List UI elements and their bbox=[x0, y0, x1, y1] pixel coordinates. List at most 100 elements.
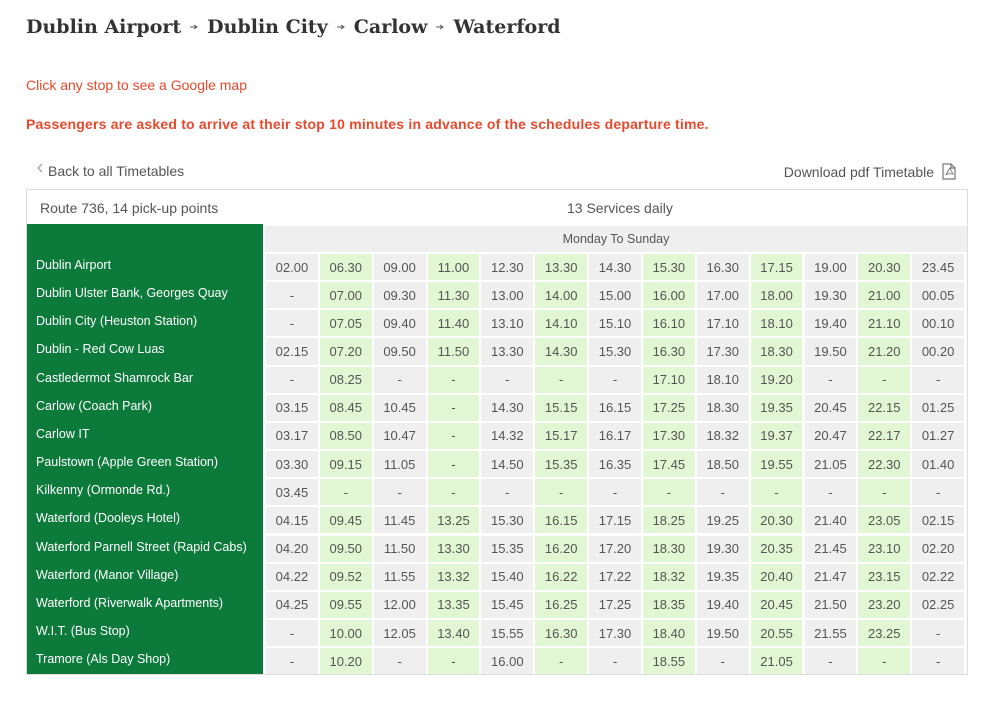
time-cell: 15.30 bbox=[589, 338, 641, 365]
arrow-icon bbox=[336, 24, 345, 30]
time-cell: 17.30 bbox=[642, 422, 695, 450]
stop-name[interactable]: Dublin Ulster Bank, Georges Quay bbox=[36, 286, 228, 301]
time-cell: - bbox=[696, 648, 749, 675]
time-cell: 11.00 bbox=[427, 254, 480, 281]
time-cell: 17.25 bbox=[589, 591, 641, 618]
time-cell: 15.15 bbox=[535, 394, 588, 421]
time-cell: 01.27 bbox=[912, 422, 965, 450]
time-cell: 03.45 bbox=[266, 479, 318, 506]
time-cell: - bbox=[589, 366, 641, 393]
time-cell: - bbox=[427, 648, 480, 675]
time-cell: 00.20 bbox=[912, 338, 965, 365]
time-cell: 18.10 bbox=[750, 310, 803, 337]
time-cell: 07.00 bbox=[319, 282, 372, 309]
time-cell: 16.15 bbox=[589, 394, 641, 421]
stop-name[interactable]: Kilkenny (Ormonde Rd.) bbox=[36, 483, 171, 498]
time-cell: 10.20 bbox=[319, 648, 372, 675]
stop-name[interactable]: Waterford (Dooleys Hotel) bbox=[36, 511, 181, 526]
time-cell: 19.20 bbox=[750, 366, 803, 393]
time-cell: - bbox=[535, 479, 588, 506]
time-cell: 21.20 bbox=[858, 338, 911, 365]
time-cell: 10.47 bbox=[373, 422, 426, 450]
time-cell: 06.30 bbox=[319, 254, 372, 281]
stop-name[interactable]: W.I.T. (Bus Stop) bbox=[36, 623, 130, 638]
time-cell: 17.25 bbox=[642, 394, 695, 421]
download-text[interactable]: Download pdf Timetable bbox=[783, 163, 934, 180]
time-cell: 09.45 bbox=[319, 507, 372, 534]
time-cell: 17.20 bbox=[589, 535, 641, 562]
time-cell: 14.50 bbox=[481, 451, 534, 478]
time-cell: 15.30 bbox=[481, 507, 534, 534]
time-cell: 13.10 bbox=[481, 310, 534, 337]
time-cell: 14.30 bbox=[589, 254, 641, 281]
time-cell: 11.50 bbox=[373, 535, 426, 562]
time-cell: 13.25 bbox=[427, 507, 480, 534]
title-stop: Carlow bbox=[353, 16, 428, 38]
time-cell: 18.30 bbox=[696, 394, 749, 421]
time-cell: 19.40 bbox=[696, 591, 749, 618]
notice: Passengers are asked to arrive at their … bbox=[26, 116, 709, 132]
time-cell: 11.55 bbox=[373, 563, 426, 590]
time-cell: 18.30 bbox=[750, 338, 803, 365]
time-cell: - bbox=[427, 422, 480, 450]
time-cell: 17.30 bbox=[696, 338, 749, 365]
stop-name[interactable]: Paulstown (Apple Green Station) bbox=[36, 455, 219, 470]
time-cell: - bbox=[912, 366, 965, 393]
time-cell: 21.05 bbox=[804, 451, 857, 478]
time-cell: 18.25 bbox=[642, 507, 695, 534]
stop-name[interactable]: Dublin - Red Cow Luas bbox=[36, 342, 165, 357]
time-cell: 02.15 bbox=[912, 507, 965, 534]
time-cell: 22.15 bbox=[858, 394, 911, 421]
time-cell: 01.40 bbox=[912, 451, 965, 478]
time-cell: 15.10 bbox=[589, 310, 641, 337]
back-text[interactable]: Back to all Timetables bbox=[48, 163, 185, 179]
back-link[interactable]: Back to all Timetables bbox=[36, 163, 184, 179]
stop-name[interactable]: Dublin City (Heuston Station) bbox=[36, 314, 198, 329]
time-cell: 17.10 bbox=[696, 310, 749, 337]
time-cell: 03.15 bbox=[266, 394, 318, 421]
time-cell: 17.15 bbox=[589, 507, 641, 534]
stop-name[interactable]: Tramore (Als Day Shop) bbox=[36, 652, 171, 667]
time-cell: 02.25 bbox=[912, 591, 965, 618]
time-cell: 07.05 bbox=[319, 310, 372, 337]
stop-name[interactable]: Carlow (Coach Park) bbox=[36, 398, 153, 413]
days-header: Monday To Sunday bbox=[265, 226, 967, 252]
time-cell: 19.30 bbox=[804, 282, 857, 309]
stop-name[interactable]: Castledermot Shamrock Bar bbox=[36, 370, 194, 385]
title-stop: Waterford bbox=[453, 16, 561, 38]
services-label: 13 Services daily bbox=[567, 200, 673, 216]
time-cell: - bbox=[750, 479, 803, 506]
time-cell: 12.30 bbox=[481, 254, 534, 281]
time-cell: 20.47 bbox=[804, 422, 857, 450]
time-cell: - bbox=[858, 479, 911, 506]
time-cell: 12.00 bbox=[373, 591, 426, 618]
stop-name[interactable]: Dublin Airport bbox=[36, 258, 112, 272]
stop-name[interactable]: Waterford (Manor Village) bbox=[36, 567, 179, 582]
time-cell: 17.10 bbox=[642, 366, 695, 393]
title-stop: Dublin Airport bbox=[26, 16, 182, 38]
time-cell: 13.35 bbox=[427, 591, 480, 618]
time-cell: 13.30 bbox=[481, 338, 534, 365]
time-cell: 03.30 bbox=[266, 451, 318, 478]
time-cell: 01.25 bbox=[912, 394, 965, 421]
time-cell: 09.55 bbox=[319, 591, 372, 618]
stop-name[interactable]: Waterford (Riverwalk Apartments) bbox=[36, 595, 224, 610]
time-cell: 02.20 bbox=[912, 535, 965, 562]
time-cell: - bbox=[481, 479, 534, 506]
download-link[interactable]: Download pdf Timetable bbox=[784, 163, 956, 180]
time-cell: - bbox=[427, 366, 480, 393]
stop-name[interactable]: Waterford Parnell Street (Rapid Cabs) bbox=[36, 539, 247, 554]
time-cell: 23.45 bbox=[912, 254, 965, 281]
days-label: Monday To Sunday bbox=[562, 232, 670, 246]
time-cell: 09.00 bbox=[373, 254, 426, 281]
time-cell: - bbox=[266, 619, 318, 647]
time-cell: 00.05 bbox=[912, 282, 965, 309]
time-cell: 14.00 bbox=[535, 282, 588, 309]
time-cell: 20.55 bbox=[750, 619, 803, 647]
stop-name[interactable]: Carlow IT bbox=[36, 426, 90, 441]
time-cell: 13.30 bbox=[535, 254, 588, 281]
time-cell: - bbox=[912, 619, 965, 647]
time-cell: 15.35 bbox=[535, 451, 588, 478]
time-cell: 11.05 bbox=[373, 451, 426, 478]
